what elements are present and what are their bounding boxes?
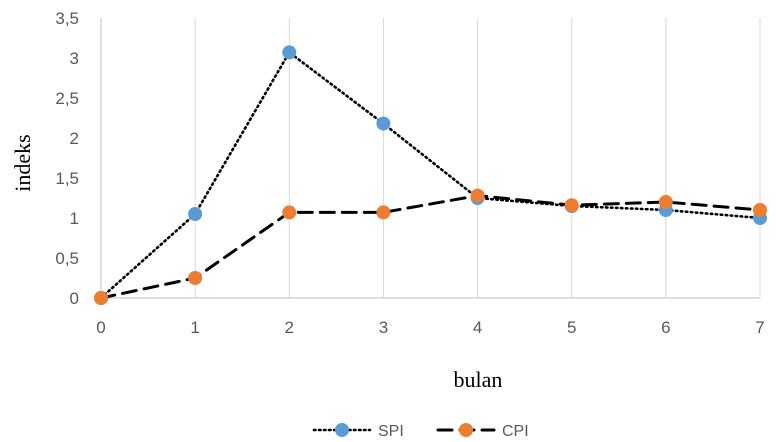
data-point-spi <box>376 116 391 131</box>
data-point-cpi <box>94 291 108 305</box>
data-point-spi <box>188 207 203 221</box>
y-tick-label: 3,5 <box>55 9 79 28</box>
y-tick-label: 1,5 <box>55 169 79 188</box>
x-tick-label: 3 <box>379 318 388 337</box>
x-tick-label: 1 <box>190 318 199 337</box>
series-group <box>94 45 767 305</box>
legend-label-spi: SPI <box>378 423 404 440</box>
y-tick-label: 3 <box>70 49 79 68</box>
y-tick-label: 2,5 <box>55 89 79 108</box>
y-axis-title: indeks <box>10 134 35 191</box>
legend-label-cpi: CPI <box>502 423 529 440</box>
y-tick-label: 2 <box>70 129 79 148</box>
x-axis-title: bulan <box>454 367 503 392</box>
data-point-cpi <box>564 198 579 213</box>
data-point-cpi <box>470 188 485 203</box>
data-point-spi <box>282 45 297 60</box>
series-line-cpi <box>99 194 762 300</box>
series-line-spi <box>99 50 762 300</box>
x-tick-label: 6 <box>661 318 670 337</box>
y-tick-label: 1 <box>70 209 79 228</box>
y-tick-label: 0,5 <box>55 249 79 268</box>
x-tick-label: 2 <box>285 318 294 337</box>
x-tick-label: 0 <box>96 318 105 337</box>
y-tick-label: 0 <box>70 289 79 308</box>
data-point-cpi <box>282 205 297 220</box>
legend-marker-spi <box>335 423 349 437</box>
legend: SPI CPI <box>312 423 529 440</box>
data-point-cpi <box>376 205 391 220</box>
x-tick-label: 7 <box>755 318 764 337</box>
data-point-cpi <box>188 271 203 285</box>
data-point-cpi <box>658 195 673 209</box>
x-tick-label: 5 <box>567 318 576 337</box>
legend-marker-cpi <box>459 423 473 437</box>
x-tick-label: 4 <box>473 318 482 337</box>
axes: 0 0,5 1 1,5 2 2,5 3 3,5 0 1 2 3 4 5 6 7 <box>55 9 764 337</box>
data-point-cpi <box>753 203 767 217</box>
gridlines <box>194 18 761 298</box>
